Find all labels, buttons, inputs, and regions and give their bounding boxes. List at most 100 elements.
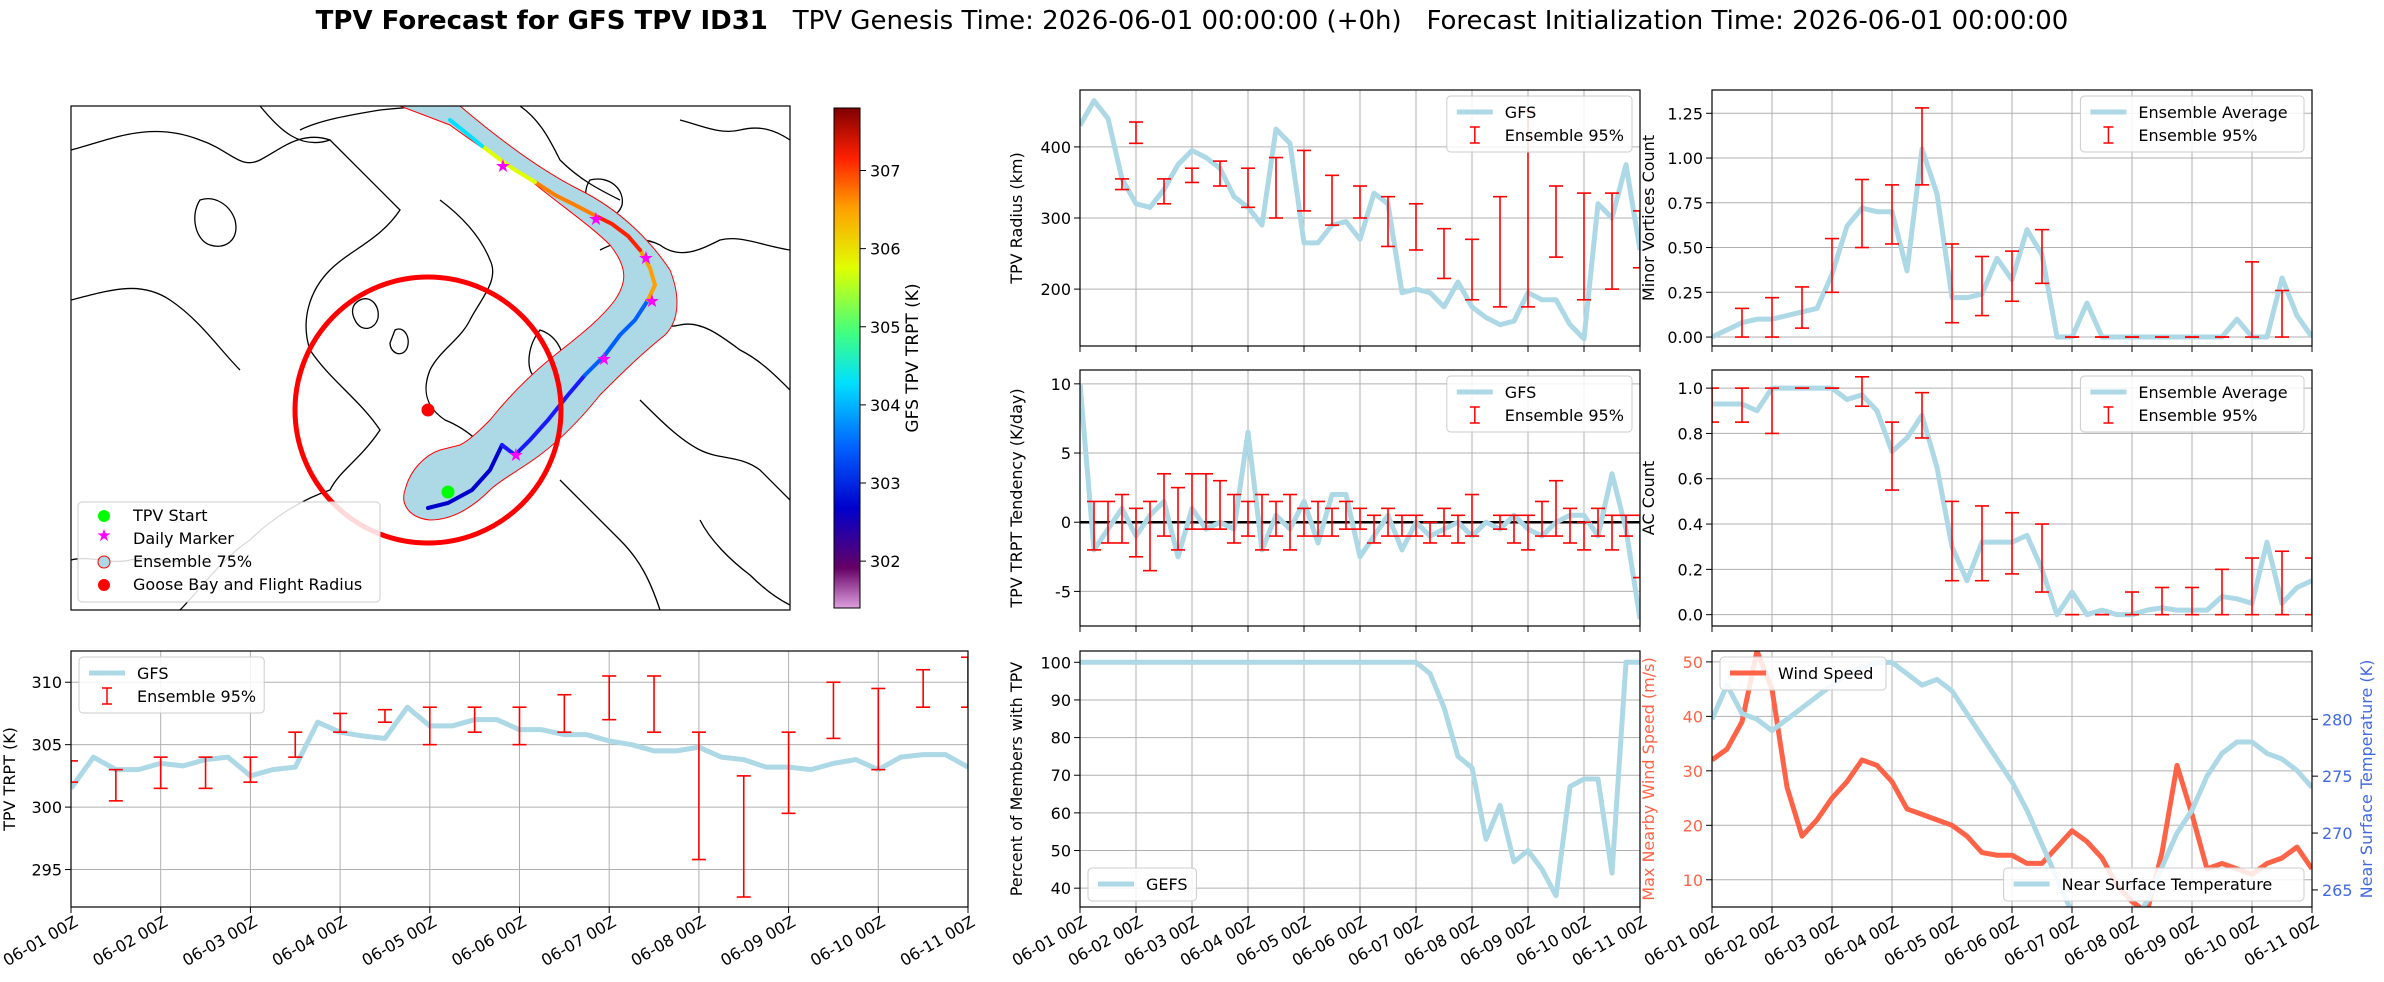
errorbar xyxy=(2155,586,2169,616)
y-tick-label: 0 xyxy=(1061,513,1071,532)
errorbar xyxy=(1143,500,1157,572)
x-tick-label: 06-08 00Z xyxy=(628,912,709,970)
series-lines xyxy=(1080,659,1640,899)
errorbar xyxy=(1325,174,1339,226)
chart-radius: 200 300 400 TPV Radius (km) GFS Ensemble 95% xyxy=(1007,89,1641,352)
errorbar xyxy=(377,708,392,723)
y-tick-label: 10 xyxy=(1683,871,1703,890)
y-tick-label: 20 xyxy=(1683,816,1703,835)
main-series-line xyxy=(1080,98,1640,342)
errorbar xyxy=(691,731,706,861)
errorbar xyxy=(1735,387,1749,423)
legend-label: Near Surface Temperature xyxy=(2062,875,2273,894)
legend-label: Ensemble 95% xyxy=(1505,406,1624,425)
errorbar xyxy=(1633,514,1640,579)
plot-frame xyxy=(1711,369,2313,627)
errorbar xyxy=(2005,250,2019,303)
y-tick-label: 400 xyxy=(1040,138,1071,157)
errorbar xyxy=(1087,500,1101,551)
x-tick-label: 06-03 00Z xyxy=(179,912,260,970)
errorbar xyxy=(2215,568,2229,616)
errorbar xyxy=(1451,514,1465,544)
y-tick-label: 0.4 xyxy=(1678,515,1703,534)
errorbar xyxy=(1735,307,1749,338)
y-tick-label: 0.8 xyxy=(1678,424,1703,443)
legend-label: GEFS xyxy=(1146,875,1188,894)
errorbar xyxy=(1241,500,1255,537)
y-tick-label: 1.0 xyxy=(1678,379,1703,398)
errorbar xyxy=(1975,255,1989,317)
errorbar xyxy=(1199,472,1213,530)
y-tick-label: 0.00 xyxy=(1667,328,1703,347)
svg-text:★: ★ xyxy=(508,445,524,466)
errorbar xyxy=(1213,160,1227,187)
legend-label: Ensemble 95% xyxy=(137,687,256,706)
errorbar xyxy=(916,668,931,708)
plot-frame xyxy=(1079,369,1641,627)
errorbar xyxy=(1115,178,1129,191)
legend-start-dot-icon xyxy=(98,510,110,522)
series-lines xyxy=(1080,383,1640,620)
colorbar-tick-label: 304 xyxy=(870,396,901,415)
svg-text:★: ★ xyxy=(644,291,660,312)
y-tick-label: 50 xyxy=(1051,842,1071,861)
legend-label: Ensemble 95% xyxy=(2138,126,2257,145)
errorbar xyxy=(1795,286,1809,329)
errorbar xyxy=(647,675,662,733)
errorbar xyxy=(1129,507,1143,558)
errorbar xyxy=(602,675,617,721)
errorbar xyxy=(1353,185,1367,219)
map-panel: ★ ★ ★ ★ ★ ★ ★ TPV Start Daily Marker Ens… xyxy=(70,105,923,611)
errorbar xyxy=(1115,493,1129,544)
y-tick-label: 0.50 xyxy=(1667,239,1703,258)
y-tick-label: 0.0 xyxy=(1678,606,1703,625)
x-tick-label: 06-01 00Z xyxy=(0,912,81,970)
legend-label: GFS xyxy=(137,664,168,683)
x-tick-label: 06-07 00Z xyxy=(538,912,619,970)
errorbar xyxy=(2245,557,2259,616)
series-lines xyxy=(1712,375,2312,618)
plot-frame xyxy=(1711,89,2313,347)
errorbar xyxy=(1297,149,1311,212)
errorbar xyxy=(1101,500,1115,544)
errorbar xyxy=(961,656,968,708)
map-legend-label-0: TPV Start xyxy=(132,506,208,525)
y-axis-label: TPV TRPT (K) xyxy=(0,727,19,832)
map-content: ★ ★ ★ ★ ★ ★ xyxy=(71,106,790,610)
errorbar xyxy=(2275,550,2289,616)
errorbar xyxy=(1423,521,1437,544)
errorbar xyxy=(2185,586,2199,616)
y-tick-label: 50 xyxy=(1683,653,1703,672)
legend-box xyxy=(78,656,265,714)
errorbar xyxy=(1855,375,1869,408)
errorbar xyxy=(1171,486,1185,551)
errorbar xyxy=(1765,296,1779,338)
errorbar xyxy=(1325,507,1339,537)
y-tick-label: 80 xyxy=(1051,729,1071,748)
figure-title-genesis: TPV Genesis Time: 2026-06-01 00:00:00 (+… xyxy=(792,6,1402,36)
ensemble-75-area xyxy=(399,106,678,521)
legend-red-dot-icon xyxy=(98,579,110,591)
errorbar xyxy=(198,756,213,790)
x-tick-label: 06-10 00Z xyxy=(807,912,888,970)
errorbar xyxy=(333,712,348,733)
y2-tick-label: 275 xyxy=(2322,767,2353,786)
map-legend-label-3: Goose Bay and Flight Radius xyxy=(133,575,362,594)
errorbar xyxy=(1507,514,1521,544)
colorbar-tick-label: 302 xyxy=(870,552,901,571)
errorbar xyxy=(1283,493,1297,551)
legend-label: GFS xyxy=(1505,383,1536,402)
errorbar xyxy=(1535,500,1549,537)
errorbar xyxy=(1915,391,1929,439)
x-tick-label: 06-06 00Z xyxy=(448,912,529,970)
errorbar xyxy=(1269,156,1283,219)
main-series-line xyxy=(1080,383,1640,620)
legend-box xyxy=(1087,867,1197,902)
errorbar xyxy=(1297,507,1311,537)
errorbar xyxy=(1381,195,1395,248)
errorbar xyxy=(2035,523,2049,593)
errorbar xyxy=(512,706,527,746)
errorbar xyxy=(1885,184,1899,245)
